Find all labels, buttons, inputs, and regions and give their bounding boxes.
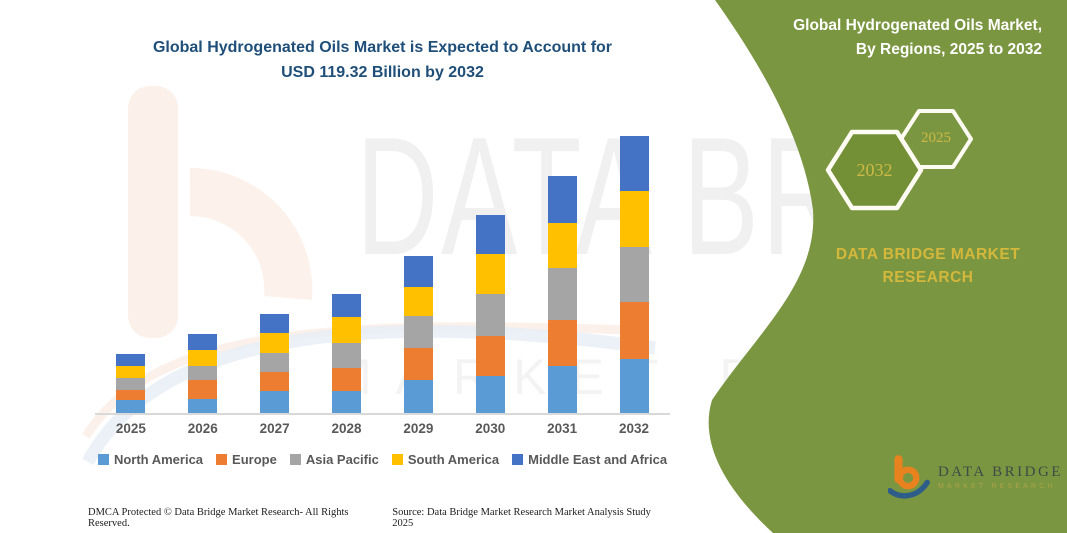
company-logo: DATA BRIDGE MARKET RESEARCH: [888, 452, 1063, 502]
chart-title-line2: USD 119.32 Billion by 2032: [281, 63, 484, 81]
bar-segment-europe-2027: [260, 372, 290, 392]
bar-segment-asia-pacific-2032: [619, 246, 649, 303]
logo-subtitle: MARKET RESEARCH: [937, 483, 1056, 490]
stacked-bar-2029: [403, 255, 433, 413]
x-axis-label-2026: 2026: [187, 421, 218, 436]
footer: DMCA Protected © Data Bridge Market Rese…: [88, 507, 674, 529]
bar-segment-middle-east-and-africa-2030: [475, 215, 505, 255]
legend-swatch-south-america: [391, 454, 403, 465]
brand-text: DATA BRIDGE MARKET RESEARCH: [835, 246, 1021, 287]
x-axis-label-2032: 2032: [619, 421, 650, 436]
x-axis-label-2028: 2028: [331, 421, 362, 436]
legend-swatch-middle-east-and-africa: [512, 454, 524, 465]
bar-segment-middle-east-and-africa-2025: [116, 353, 146, 367]
bar-segment-asia-pacific-2025: [116, 377, 146, 390]
stacked-bar-plot: [95, 120, 670, 415]
stacked-bar-2026: [188, 333, 218, 413]
bar-segment-europe-2025: [116, 389, 146, 401]
bar-segment-south-america-2031: [547, 223, 577, 269]
bar-segment-middle-east-and-africa-2026: [188, 333, 218, 351]
panel-heading: Global Hydrogenated Oils Market, By Regi…: [793, 17, 1042, 59]
bar-column-2025: [95, 120, 167, 413]
chart-title: Global Hydrogenated Oils Market is Expec…: [95, 36, 670, 86]
x-axis-label-2025: 2025: [115, 421, 146, 436]
footer-source: Source: Data Bridge Market Research Mark…: [392, 507, 651, 529]
legend-item-middle-east-and-africa: Middle East and Africa: [512, 452, 667, 467]
logo-name: DATA BRIDGE: [937, 464, 1063, 480]
bar-segment-north-america-2032: [619, 359, 649, 413]
bar-segment-north-america-2031: [547, 366, 577, 413]
x-axis-label-2030: 2030: [475, 421, 506, 436]
bar-segment-south-america-2026: [188, 350, 218, 367]
stacked-bar-2031: [547, 176, 577, 413]
bar-segment-middle-east-and-africa-2032: [619, 135, 649, 191]
bar-segment-north-america-2025: [116, 400, 146, 413]
legend-swatch-north-america: [97, 454, 109, 465]
chart-legend: North America Europe Asia Pacific South Ame…: [95, 452, 670, 467]
x-axis-label-2029: 2029: [403, 421, 434, 436]
bar-segment-europe-2026: [188, 380, 218, 399]
bar-column-2030: [454, 120, 526, 413]
legend-label-middle-east-and-africa: Middle East and Africa: [528, 452, 668, 467]
legend-item-europe: Europe: [216, 452, 277, 467]
hexagon-label-2025: 2025: [921, 130, 951, 146]
bar-column-2026: [167, 120, 239, 413]
legend-item-asia-pacific: Asia Pacific: [289, 452, 379, 467]
legend-swatch-asia-pacific: [289, 454, 301, 465]
legend-label-north-america: North America: [113, 452, 204, 467]
bar-column-2029: [383, 120, 455, 413]
hexagon-label-2032: 2032: [856, 160, 893, 180]
bar-segment-asia-pacific-2030: [475, 293, 505, 336]
bar-segment-europe-2031: [547, 319, 577, 367]
bar-segment-asia-pacific-2027: [260, 353, 290, 373]
bar-segment-middle-east-and-africa-2027: [260, 314, 290, 334]
stacked-bar-2028: [332, 293, 362, 413]
bar-segment-south-america-2030: [475, 254, 505, 294]
bar-column-2027: [239, 120, 311, 413]
bar-segment-asia-pacific-2026: [188, 366, 218, 381]
bar-segment-south-america-2029: [403, 287, 433, 317]
bar-segment-north-america-2030: [475, 375, 505, 413]
legend-label-asia-pacific: Asia Pacific: [305, 452, 379, 467]
x-axis-label-2027: 2027: [259, 421, 290, 436]
bar-segment-south-america-2027: [260, 333, 290, 354]
bar-segment-south-america-2025: [116, 366, 146, 378]
bar-segment-europe-2030: [475, 335, 505, 376]
bar-column-2028: [311, 120, 383, 413]
bar-segment-middle-east-and-africa-2029: [403, 255, 433, 288]
bar-segment-europe-2029: [403, 348, 433, 381]
bar-segment-asia-pacific-2031: [547, 268, 577, 320]
stacked-bar-2025: [116, 353, 146, 413]
bar-column-2031: [526, 120, 598, 413]
logo-text: DATA BRIDGE MARKET RESEARCH: [938, 464, 1063, 490]
chart-title-line1: Global Hydrogenated Oils Market is Expec…: [152, 39, 613, 56]
legend-label-south-america: South America: [407, 452, 500, 467]
bar-segment-europe-2028: [332, 367, 362, 391]
x-axis-labels: 2025 2026 2027 2028 2029 2030 2031 2032: [95, 421, 670, 436]
bar-segment-south-america-2028: [332, 316, 362, 343]
bar-segment-asia-pacific-2028: [332, 342, 362, 368]
bar-segment-europe-2032: [619, 302, 649, 360]
bar-segment-asia-pacific-2029: [403, 316, 433, 349]
bar-segment-north-america-2027: [260, 391, 290, 413]
bar-segment-middle-east-and-africa-2028: [332, 293, 362, 317]
bar-segment-middle-east-and-africa-2031: [547, 176, 577, 224]
bar-segment-north-america-2029: [403, 380, 433, 413]
legend-label-europe: Europe: [232, 452, 277, 467]
legend-item-south-america: South America: [391, 452, 500, 467]
stacked-bar-2027: [260, 314, 290, 413]
bar-segment-south-america-2032: [619, 190, 649, 247]
logo-b-icon: [888, 455, 930, 499]
bar-segment-north-america-2026: [188, 398, 218, 413]
bar-segment-north-america-2028: [332, 390, 362, 413]
footer-copyright: DMCA Protected © Data Bridge Market Rese…: [88, 507, 349, 529]
bar-column-2032: [598, 120, 670, 413]
stacked-bar-2030: [475, 215, 505, 413]
stacked-bar-2032: [619, 135, 649, 413]
legend-item-north-america: North America: [97, 452, 204, 467]
legend-swatch-europe: [216, 454, 228, 465]
x-axis-label-2031: 2031: [547, 421, 578, 436]
